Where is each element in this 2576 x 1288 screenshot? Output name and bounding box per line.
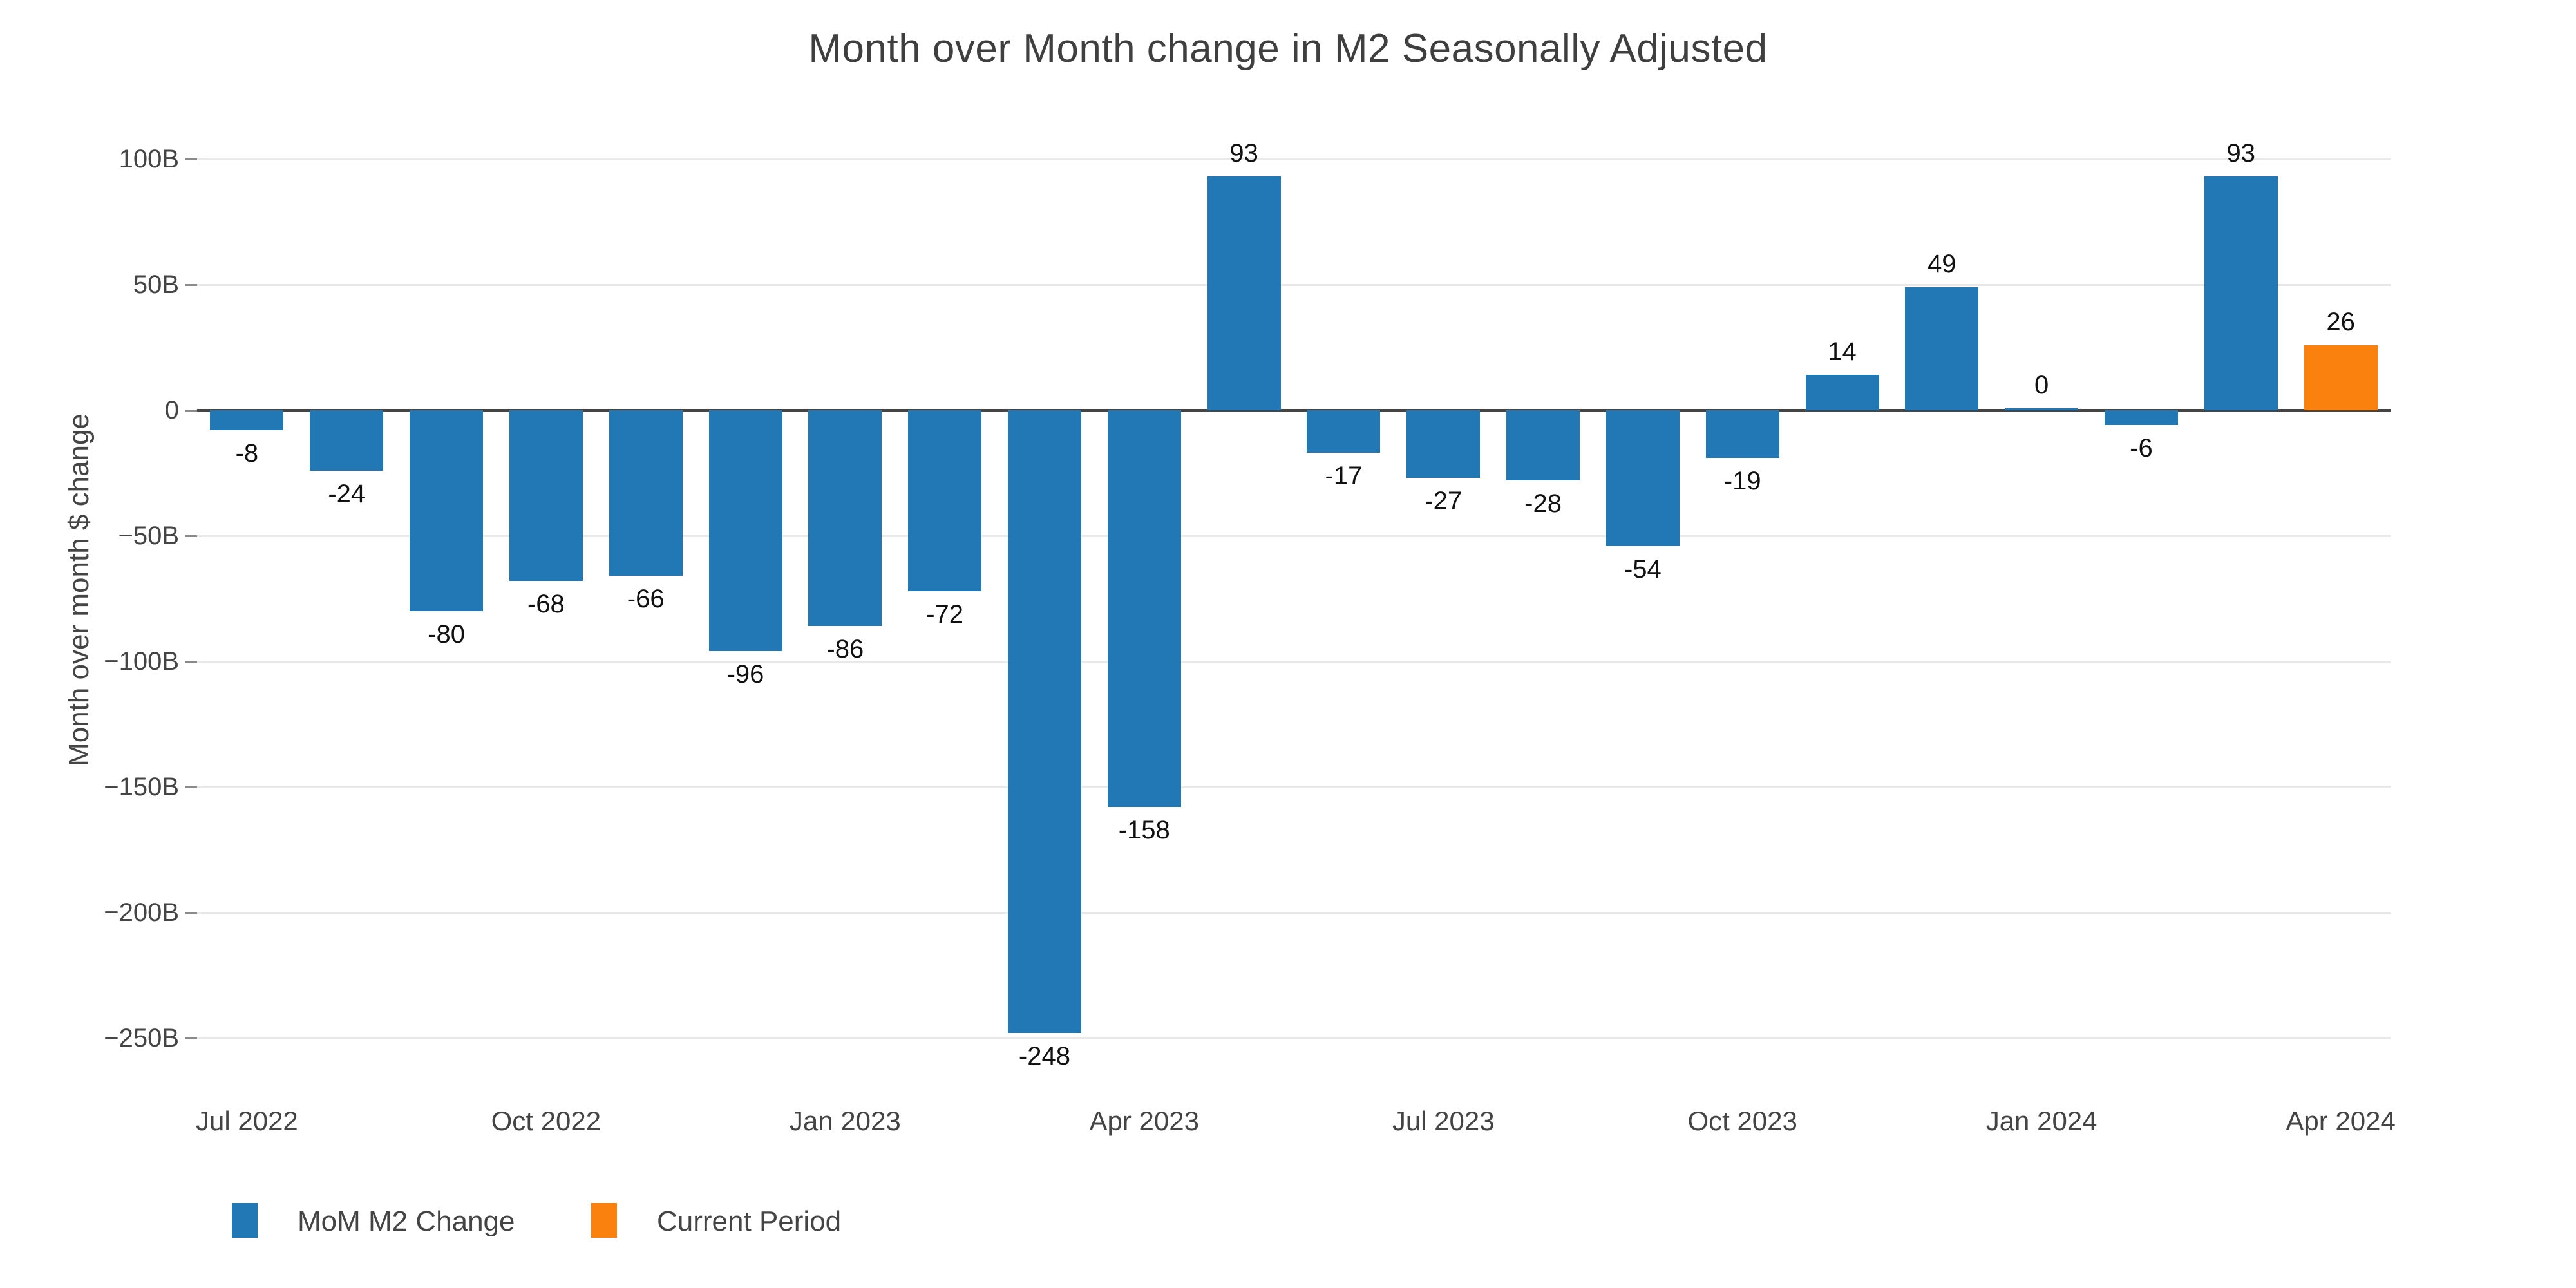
bar-value-label: -158 — [1118, 816, 1170, 845]
y-tick-mark — [185, 409, 197, 412]
y-tick-label: −200B — [104, 898, 179, 927]
bar-jan-2023[interactable] — [808, 410, 882, 627]
bar-dec-2023[interactable] — [1905, 287, 1979, 410]
bar-dec-2022[interactable] — [708, 410, 782, 652]
bar-jul-2022[interactable] — [210, 410, 284, 431]
bar-value-label: -17 — [1325, 462, 1363, 491]
bar-value-label: -28 — [1524, 489, 1562, 518]
bar-oct-2022[interactable] — [509, 410, 583, 582]
bar-mar-2023[interactable] — [1007, 410, 1081, 1034]
bar-value-label: -19 — [1723, 467, 1761, 496]
zero-line — [197, 409, 2391, 412]
y-tick-mark — [185, 1037, 197, 1039]
gridline — [197, 1037, 2391, 1039]
gridline — [197, 283, 2391, 286]
x-tick-label: Jan 2024 — [1985, 1106, 2098, 1136]
gridline — [197, 535, 2391, 537]
bar-value-label: 0 — [2034, 371, 2049, 399]
bar-value-label: -86 — [826, 635, 864, 664]
bar-value-label: -24 — [328, 479, 366, 508]
gridline — [197, 786, 2391, 788]
x-tick-label: Oct 2023 — [1687, 1106, 1797, 1136]
bar-may-2023[interactable] — [1207, 176, 1281, 410]
legend-swatch-mom-m2-change[interactable] — [232, 1203, 258, 1238]
bar-value-label: -248 — [1018, 1042, 1070, 1071]
x-tick-label: Oct 2022 — [491, 1106, 601, 1136]
bar-value-label: -68 — [527, 590, 565, 619]
bar-sep-2023[interactable] — [1605, 410, 1680, 546]
bar-value-label: -6 — [2130, 434, 2153, 463]
x-tick-label: Jan 2023 — [789, 1106, 901, 1136]
gridline — [197, 660, 2391, 663]
bar-value-label: -80 — [428, 620, 465, 649]
y-tick-mark — [185, 660, 197, 663]
bar-value-label: 93 — [1229, 139, 1258, 168]
bar-value-label: 49 — [1927, 249, 1956, 278]
bar-sep-2022[interactable] — [410, 410, 484, 611]
legend-swatch-current-period[interactable] — [591, 1203, 617, 1238]
bar-value-label: -66 — [627, 585, 665, 614]
y-tick-mark — [185, 535, 197, 537]
bar-feb-2023[interactable] — [908, 410, 982, 591]
chart-title: Month over Month change in M2 Seasonally… — [808, 26, 1768, 71]
legend-label-current-period[interactable]: Current Period — [657, 1206, 842, 1237]
bar-feb-2024[interactable] — [2104, 410, 2178, 426]
bar-oct-2023[interactable] — [1705, 410, 1779, 459]
bar-value-label: -8 — [235, 439, 259, 468]
bar-value-label: -27 — [1425, 487, 1463, 516]
y-tick-label: −150B — [104, 773, 179, 801]
bar-value-label: 14 — [1828, 337, 1857, 366]
bar-value-label: 26 — [2326, 307, 2355, 336]
bar-value-label: -72 — [926, 600, 964, 629]
bar-value-label: -54 — [1624, 554, 1662, 583]
legend-label-mom-m2-change[interactable]: MoM M2 Change — [298, 1206, 515, 1237]
bar-aug-2023[interactable] — [1506, 410, 1580, 481]
y-tick-label: 0 — [164, 396, 179, 424]
gridline — [197, 911, 2391, 914]
bar-value-label: -96 — [726, 660, 764, 689]
bar-jul-2023[interactable] — [1406, 410, 1481, 478]
bar-nov-2023[interactable] — [1805, 375, 1879, 410]
y-tick-mark — [185, 786, 197, 788]
x-tick-label: Apr 2023 — [1089, 1106, 1199, 1136]
y-tick-mark — [185, 158, 197, 160]
y-tick-label: −50B — [118, 522, 179, 550]
x-tick-label: Jul 2023 — [1392, 1106, 1495, 1136]
bar-value-label: 93 — [2226, 139, 2256, 168]
y-tick-label: −250B — [104, 1024, 179, 1052]
y-tick-mark — [185, 283, 197, 286]
x-tick-label: Jul 2022 — [196, 1106, 298, 1136]
bar-aug-2022[interactable] — [310, 410, 384, 471]
y-tick-label: 50B — [133, 270, 179, 299]
bar-jan-2024[interactable] — [2005, 408, 2079, 410]
y-tick-label: 100B — [118, 145, 179, 173]
bar-nov-2022[interactable] — [609, 410, 683, 576]
y-tick-mark — [185, 911, 197, 914]
y-tick-label: −100B — [104, 647, 179, 676]
bar-apr-2024[interactable] — [2304, 345, 2378, 410]
gridline — [197, 158, 2391, 160]
bar-mar-2024[interactable] — [2204, 176, 2278, 410]
bar-jun-2023[interactable] — [1307, 410, 1381, 453]
x-tick-label: Apr 2024 — [2286, 1106, 2396, 1136]
bar-apr-2023[interactable] — [1107, 410, 1181, 808]
